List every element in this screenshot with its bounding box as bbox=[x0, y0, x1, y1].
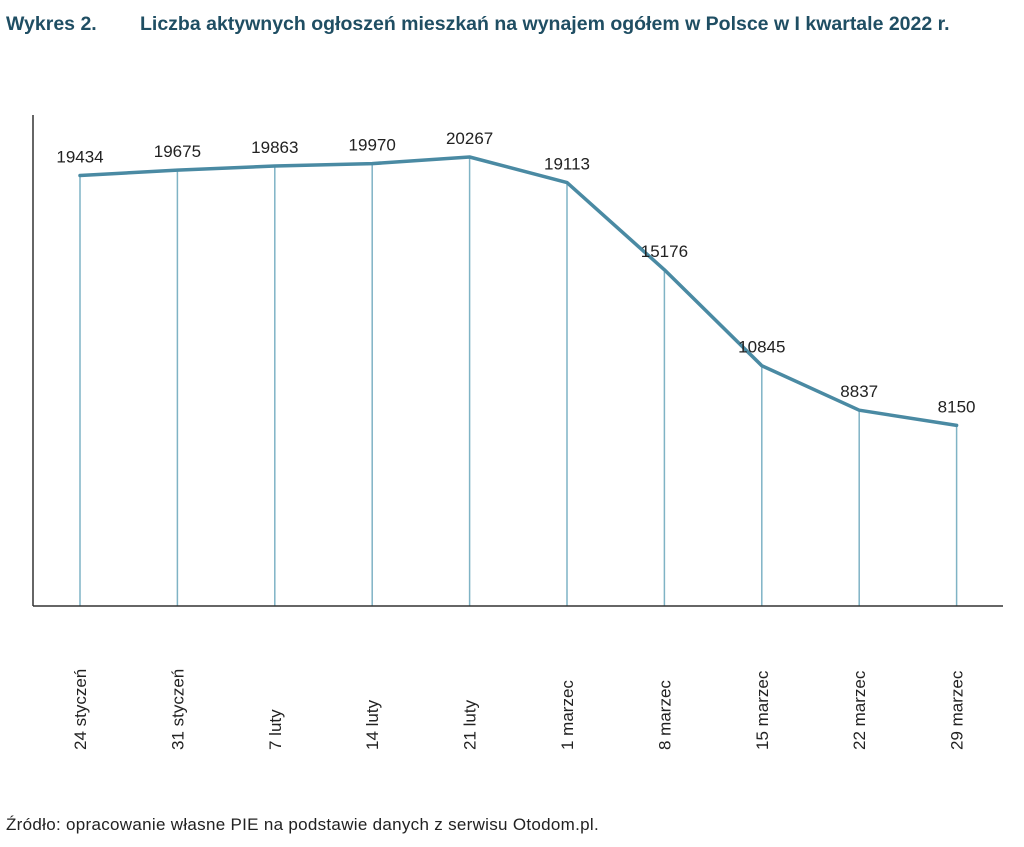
x-tick-label: 15 marzec bbox=[753, 670, 772, 750]
data-labels: 19434 19675 19863 19970 20267 19113 15176 10845… bbox=[56, 129, 975, 416]
x-tick-label: 14 luty bbox=[363, 699, 382, 750]
data-label: 19434 bbox=[56, 147, 103, 166]
x-tick-label: 21 luty bbox=[461, 699, 480, 750]
x-tick-labels: 24 styczeń 31 styczeń 7 luty 14 luty 21 luty… bbox=[71, 669, 967, 750]
data-label: 15176 bbox=[641, 242, 688, 261]
x-tick-label: 31 styczeń bbox=[168, 669, 187, 750]
x-tick-label: 24 styczeń bbox=[71, 669, 90, 750]
x-tick-label: 7 luty bbox=[266, 709, 285, 750]
x-tick-label: 22 marzec bbox=[850, 670, 869, 750]
data-label: 8837 bbox=[840, 382, 878, 401]
data-label: 8150 bbox=[938, 397, 976, 416]
source-note: Źródło: opracowanie własne PIE na podsta… bbox=[6, 815, 599, 834]
data-label: 10845 bbox=[738, 338, 785, 357]
x-tick-label: 29 marzec bbox=[948, 670, 967, 750]
chart-title: Liczba aktywnych ogłoszeń mieszkań na wy… bbox=[140, 13, 950, 35]
data-label: 19970 bbox=[349, 136, 396, 155]
series-line bbox=[78, 155, 959, 428]
data-label: 20267 bbox=[446, 129, 493, 148]
data-label: 19675 bbox=[154, 142, 201, 161]
x-tick-label: 1 marzec bbox=[558, 680, 577, 750]
data-label: 19863 bbox=[251, 138, 298, 157]
figure-label: Wykres 2. bbox=[6, 13, 97, 35]
x-tick-label: 8 marzec bbox=[655, 680, 674, 750]
data-label: 19113 bbox=[544, 155, 590, 174]
line-chart: 19434 19675 19863 19970 20267 19113 15176 10845… bbox=[32, 115, 1003, 750]
drop-lines bbox=[79, 157, 958, 606]
